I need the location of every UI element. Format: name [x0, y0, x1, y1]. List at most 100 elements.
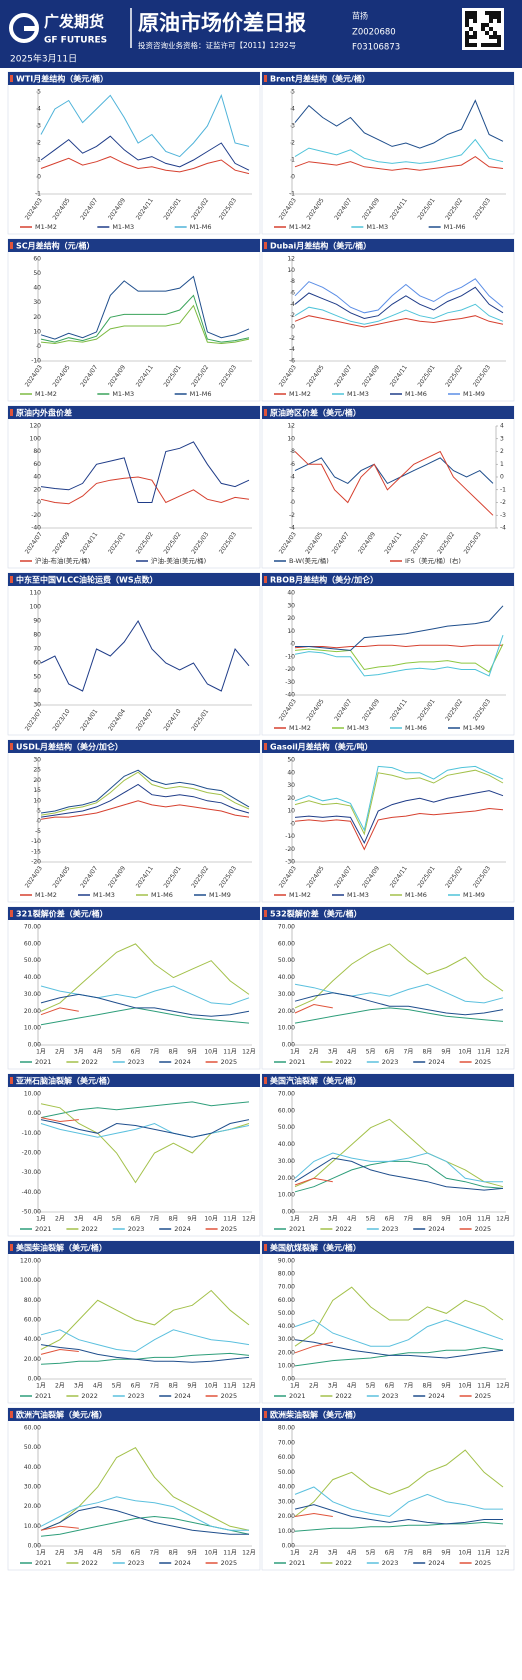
title-marker [264, 576, 267, 583]
series-line [294, 790, 504, 845]
legend-label: 2024 [174, 1392, 191, 1400]
y-tick-label: 10 [287, 267, 295, 274]
legend-label: M1-M3 [347, 891, 369, 899]
title-marker [264, 910, 267, 917]
x-tick-label: 9月 [187, 1216, 197, 1223]
x-tick-label: 3月 [74, 1049, 84, 1056]
y-tick-label: -2 [289, 512, 295, 519]
y-tick-label: 50.00 [24, 957, 41, 964]
series-line [40, 769, 250, 814]
legend-label: 2022 [335, 1392, 352, 1400]
series-line [294, 1007, 504, 1024]
y-tick-label: 30.00 [24, 991, 41, 998]
legend-label: 2024 [428, 1559, 445, 1567]
y-tick-label: 3 [291, 123, 295, 130]
x-tick-label: 12月 [496, 1049, 510, 1056]
x-tick-label: 4月 [93, 1216, 103, 1223]
y-tick-label: 0 [291, 641, 295, 648]
y-tick-label: 50.00 [278, 1124, 295, 1131]
x-tick-label: 6月 [385, 1383, 395, 1390]
series-line [294, 1160, 504, 1193]
y-tick-label: 60.00 [24, 1317, 41, 1324]
x-tick-label: 7月 [150, 1049, 160, 1056]
chart-title: SC月差结构（元/桶） [16, 241, 95, 251]
y-tick-label: 2 [291, 312, 295, 319]
qr-cell [473, 11, 477, 15]
qr-cell [497, 19, 501, 23]
qr-cell [489, 11, 493, 15]
y-tick-label: 10.00 [278, 1192, 295, 1199]
series-line [294, 1286, 504, 1347]
y-tick-label: 30 [33, 299, 41, 306]
legend-label: 2022 [81, 1559, 98, 1567]
x-tick-label: 1月 [290, 1383, 300, 1390]
qr-cell [465, 11, 469, 15]
chart-panel: 美国柴油裂解（美元/桶） 0.00 20.00 40.00 60.00 80.00 100.… [7, 1240, 261, 1404]
y-tick-label: 6 [291, 461, 295, 468]
x-tick-label: 1月 [290, 1216, 300, 1223]
legend-label: 2025 [221, 1559, 238, 1567]
x-tick-label: 3月 [328, 1383, 338, 1390]
series-line [294, 1486, 503, 1518]
series-line [40, 304, 250, 345]
qr-cell [497, 15, 501, 19]
y-tick-label: 30.00 [278, 991, 295, 998]
y-tick-label: -50.00 [22, 1209, 42, 1216]
x-tick-label: 11月 [223, 1550, 237, 1557]
x-tick-label: 1月 [290, 1550, 300, 1557]
x-tick-label: 8月 [168, 1049, 178, 1056]
legend-label: 2022 [81, 1392, 98, 1400]
y-tick-label: -4 [289, 525, 295, 532]
legend-label: 2025 [475, 1392, 492, 1400]
x-tick-label: 12月 [496, 1383, 510, 1390]
qr-cell [485, 31, 489, 35]
y-tick-label: -30 [285, 679, 295, 686]
qualification: 投资咨询业务资格：证监许可【2011】1292号 [138, 40, 296, 50]
title-marker [264, 743, 267, 750]
panel-frame [7, 1073, 261, 1237]
series-line [40, 1525, 79, 1531]
y-tick-label: 2 [291, 140, 295, 147]
x-tick-label: 8月 [422, 1049, 432, 1056]
x-tick-label: 11月 [477, 1383, 491, 1390]
y-tick-label: 100.00 [20, 1277, 41, 1284]
series-line [40, 294, 250, 343]
title-marker [264, 1411, 267, 1418]
series-line [294, 643, 504, 673]
x-tick-label: 4月 [93, 1049, 103, 1056]
y-tick-label: 40.00 [278, 1323, 295, 1330]
analyst-id: F03106873 [352, 43, 400, 53]
y-tick-label: 4 [291, 301, 295, 308]
qr-cell [493, 31, 497, 35]
series-line [40, 476, 250, 505]
series-line [294, 155, 504, 171]
legend-label: B-W(美元/桶) [289, 556, 329, 565]
chart-panel: 美国航煤裂解（美元/桶） 0.00 10.00 20.00 30.00 40.00 50.0… [261, 1240, 515, 1404]
legend-label: M1-M2 [35, 223, 57, 231]
qr-cell [473, 15, 477, 19]
y-tick-label: -5 [35, 828, 41, 835]
y-tick-label: 10.00 [24, 1091, 41, 1098]
y-tick-label: 0.00 [28, 1110, 42, 1117]
series-line [294, 992, 504, 1016]
x-tick-label: 4月 [347, 1216, 357, 1223]
y2-tick-label: -3 [500, 512, 506, 519]
x-tick-label: 3月 [328, 1216, 338, 1223]
x-tick-label: 11月 [477, 1550, 491, 1557]
y-tick-label: 30.00 [278, 1336, 295, 1343]
legend-label: M1-M6 [190, 390, 212, 398]
y-tick-label: 20 [33, 486, 41, 493]
y-tick-label: -20.00 [22, 1150, 42, 1157]
chart-panel: Gasoil月差结构（美元/吨）-30-20-10010203040502024… [261, 739, 515, 903]
y-tick-label: 4 [37, 106, 41, 113]
y-tick-label: 0.00 [28, 1042, 42, 1049]
x-tick-label: 3月 [328, 1550, 338, 1557]
title-marker [10, 242, 13, 249]
y2-tick-label: 2 [500, 448, 504, 455]
qr-cell [489, 35, 493, 39]
y-tick-label: 40 [33, 688, 41, 695]
x-tick-label: 7月 [404, 1550, 414, 1557]
y-tick-label: 70.00 [278, 924, 295, 931]
